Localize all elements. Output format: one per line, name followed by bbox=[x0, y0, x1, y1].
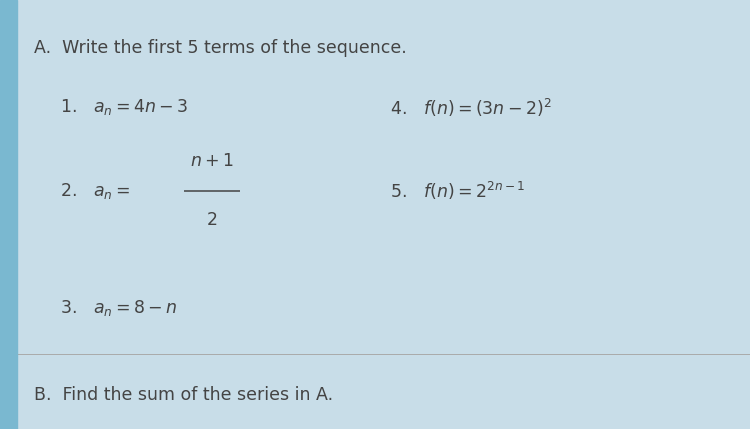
Text: B.  Find the sum of the series in A.: B. Find the sum of the series in A. bbox=[34, 386, 333, 404]
Text: 3.   $a_n = 8 - n$: 3. $a_n = 8 - n$ bbox=[60, 298, 178, 318]
Text: A.  Write the first 5 terms of the sequence.: A. Write the first 5 terms of the sequen… bbox=[34, 39, 407, 57]
Text: $2$: $2$ bbox=[206, 211, 218, 230]
Text: 4.   $f(n) = (3n - 2)^2$: 4. $f(n) = (3n - 2)^2$ bbox=[390, 97, 552, 119]
Text: $n + 1$: $n + 1$ bbox=[190, 152, 234, 170]
Bar bbox=[0, 0, 16, 429]
Text: 1.   $a_n = 4n - 3$: 1. $a_n = 4n - 3$ bbox=[60, 97, 188, 117]
Text: 5.   $f(n) = 2^{2n-1}$: 5. $f(n) = 2^{2n-1}$ bbox=[390, 180, 526, 202]
Text: 2.   $a_n =$: 2. $a_n =$ bbox=[60, 181, 130, 201]
